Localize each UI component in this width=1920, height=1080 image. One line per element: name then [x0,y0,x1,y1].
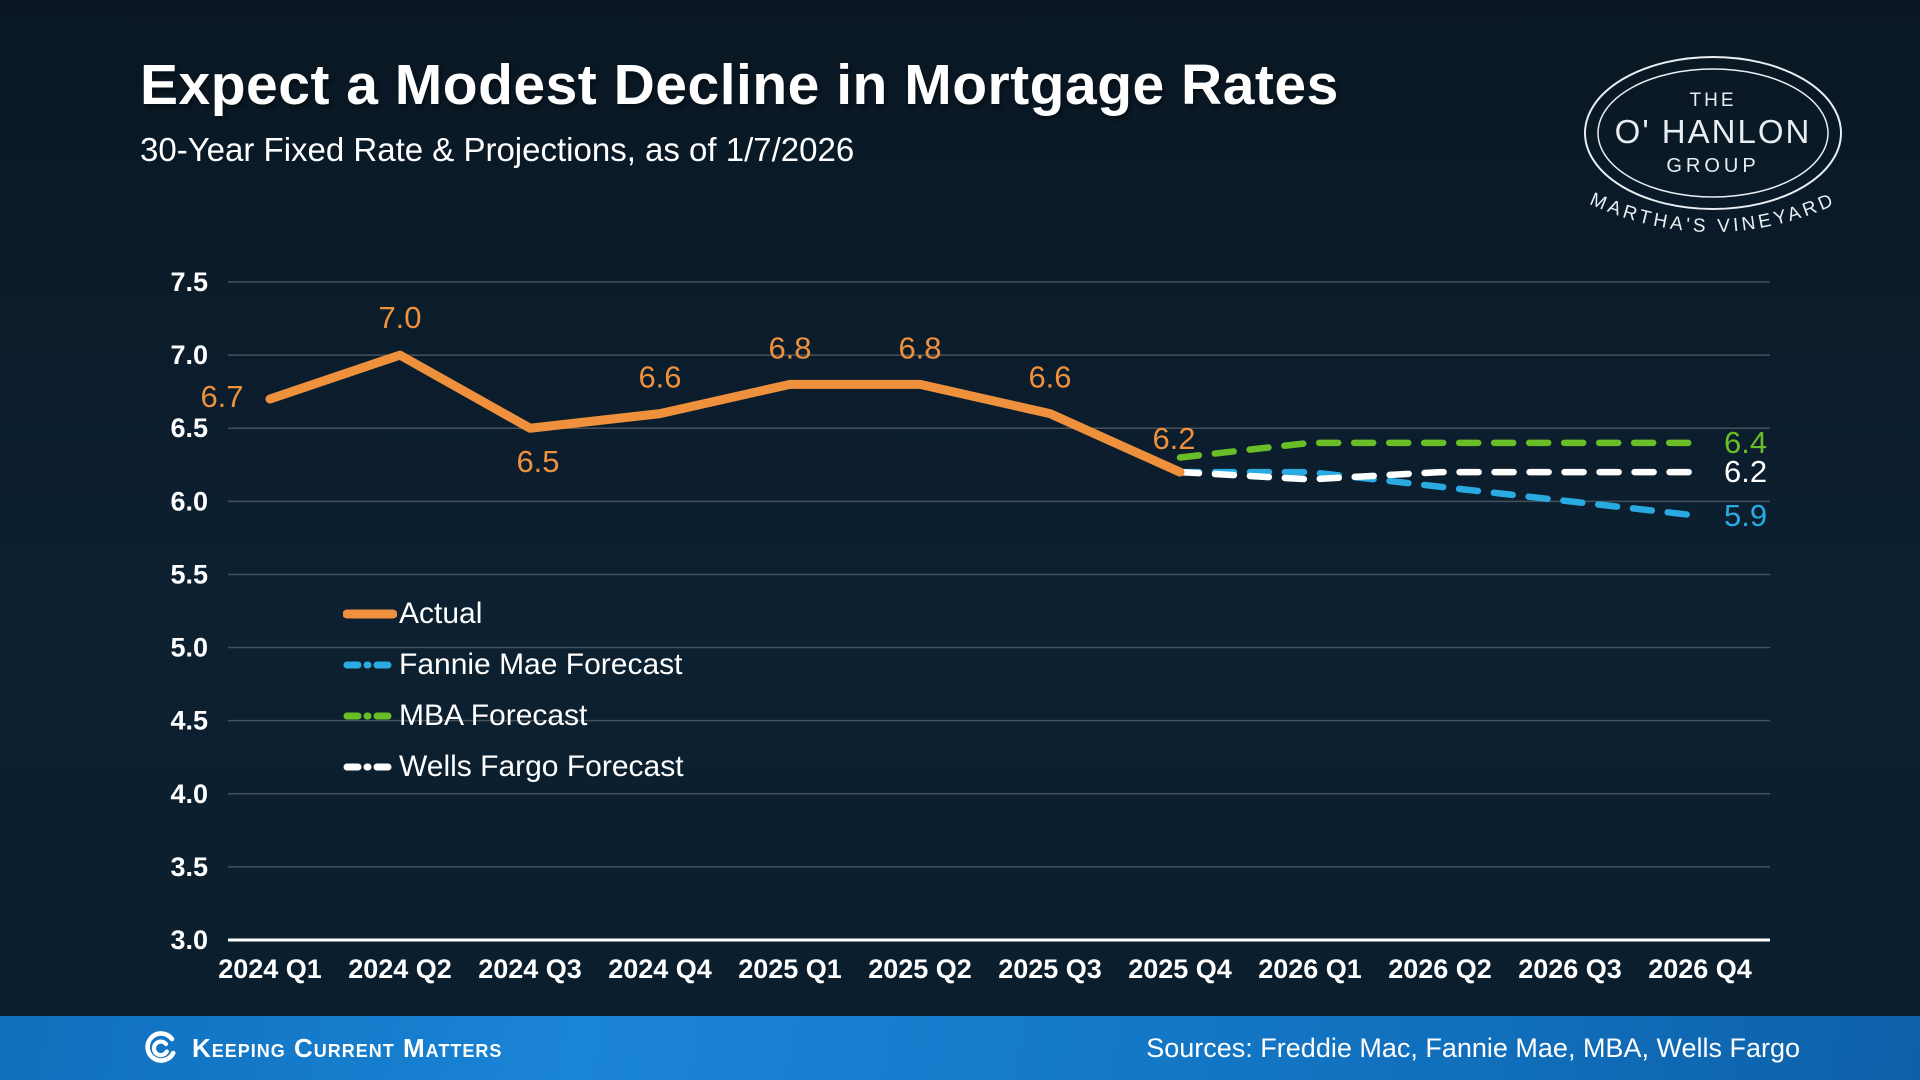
data-label-actual: 6.8 [898,330,941,365]
data-label-actual: 6.7 [200,379,243,414]
y-tick-label: 3.5 [170,852,208,882]
data-label-actual: 7.0 [378,300,421,335]
legend-item-wells-fargo-forecast: Wells Fargo Forecast [343,741,684,792]
footer-bar: Keeping Current Matters Sources: Freddie… [0,1016,1920,1080]
x-tick-label: 2026 Q3 [1518,954,1622,984]
kcm-swirl-icon [145,1031,176,1063]
x-tick-label: 2026 Q4 [1648,954,1752,984]
x-tick-label: 2026 Q1 [1258,954,1362,984]
sources-text: Sources: Freddie Mac, Fannie Mae, MBA, W… [1146,1032,1800,1063]
series-line-fannie-mae-forecast [1176,468,1704,520]
legend-label: Wells Fargo Forecast [399,749,684,783]
data-label-actual: 6.5 [516,444,559,479]
x-tick-label: 2025 Q2 [868,954,972,984]
logo-line-group: GROUP [1666,155,1759,177]
series-end-label-wells-fargo-forecast: 6.2 [1724,454,1767,489]
x-tick-label: 2024 Q3 [478,954,582,984]
y-tick-label: 7.5 [170,267,208,297]
legend-swatch-fannie-mae-forecast [343,661,397,668]
legend-swatch-mba-forecast [343,712,397,719]
series-end-label-mba-forecast: 6.4 [1724,425,1767,460]
y-tick-label: 4.5 [170,706,208,736]
logo-inner-ellipse [1597,68,1829,198]
kcm-brand-name: Keeping Current Matters [192,1032,503,1063]
legend-item-mba-forecast: MBA Forecast [343,690,684,741]
legend-item-actual: Actual [343,588,684,639]
series-line-mba-forecast [1176,439,1704,461]
kcm-brand: Keeping Current Matters [140,1028,502,1068]
y-tick-label: 5.0 [170,633,208,663]
x-tick-label: 2026 Q2 [1388,954,1492,984]
data-label-actual: 6.6 [638,360,681,395]
data-label-actual: 6.8 [768,330,811,365]
x-tick-label: 2025 Q1 [738,954,842,984]
legend-label: Fannie Mae Forecast [399,647,683,681]
legend: Actual Fannie Mae Forecast MBA Forecast Wel… [343,588,684,792]
legend-swatch-wells-fargo-forecast [343,763,397,770]
logo-line-ohanlon: O' HANLON [1615,113,1812,150]
series-end-label-fannie-mae-forecast: 5.9 [1724,498,1767,533]
legend-item-fannie-mae-forecast: Fannie Mae Forecast [343,639,684,690]
x-tick-label: 2025 Q3 [998,954,1102,984]
legend-label: MBA Forecast [399,698,588,732]
y-tick-label: 7.0 [170,340,208,370]
page-subtitle: 30-Year Fixed Rate & Projections, as of … [140,131,855,168]
x-tick-label: 2025 Q4 [1128,954,1232,984]
x-tick-label: 2024 Q4 [608,954,712,984]
y-tick-label: 3.0 [170,925,208,955]
y-tick-label: 6.0 [170,486,208,516]
y-tick-label: 4.0 [170,779,208,809]
x-tick-label: 2024 Q2 [348,954,452,984]
series-line-actual [265,350,1185,477]
series-line-wells-fargo-forecast [1176,468,1704,483]
data-label-actual: 6.2 [1152,421,1195,456]
page-title: Expect a Modest Decline in Mortgage Rate… [140,53,1339,117]
legend-label: Actual [399,596,483,630]
logo-outer-ellipse [1584,56,1842,210]
x-tick-label: 2024 Q1 [218,954,322,984]
data-label-actual: 6.6 [1028,360,1071,395]
y-tick-label: 6.5 [170,413,208,443]
legend-swatch-actual [343,609,397,618]
y-tick-label: 5.5 [170,559,208,589]
ohanlon-group-logo: THE O' HANLON GROUP MARTHA'S VINEYARD [1584,56,1842,237]
logo-line-the: THE [1690,90,1737,111]
